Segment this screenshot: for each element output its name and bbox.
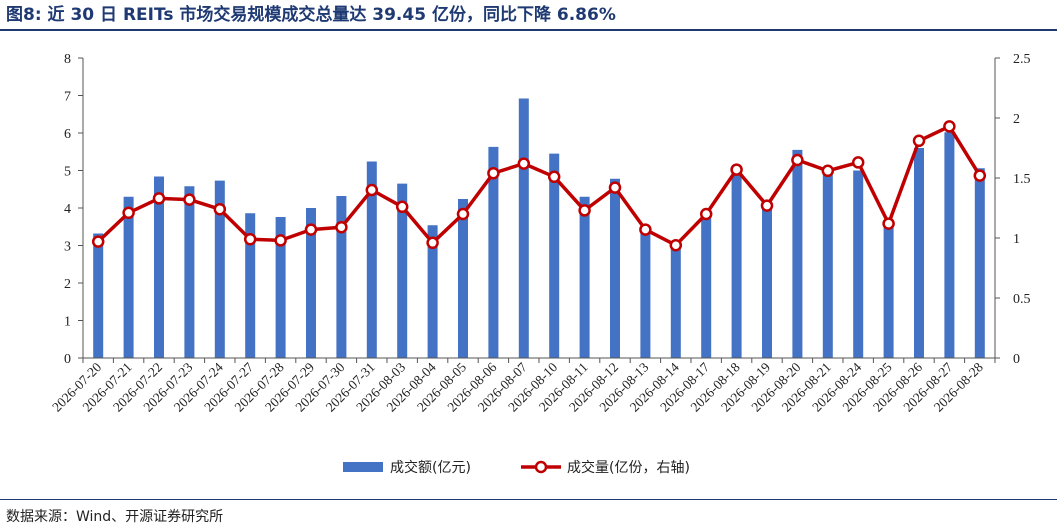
right-tick-label: 1 xyxy=(1013,232,1020,247)
volume-line xyxy=(96,124,982,247)
bar xyxy=(701,217,712,359)
bar xyxy=(397,183,408,359)
bar xyxy=(883,223,894,358)
right-tick-label: 0 xyxy=(1013,352,1020,367)
chart: 0 1 2 3 4 5 6 7 8 0 0.5 1 1.5 2 2.5 2026-07-202026-07… xyxy=(49,52,1031,476)
left-axis-ticks: 0 1 2 3 4 5 6 7 8 xyxy=(64,52,83,367)
bar xyxy=(610,178,620,358)
bar xyxy=(792,149,803,359)
bar xyxy=(731,168,742,359)
bar xyxy=(579,196,590,358)
left-tick-label: 5 xyxy=(64,165,71,180)
legend-line-label: 成交量(亿份，右轴) xyxy=(567,459,690,476)
bar xyxy=(974,168,985,358)
left-tick-label: 2 xyxy=(64,277,71,292)
line-point xyxy=(365,183,379,197)
right-axis-ticks: 0 0.5 1 1.5 2 2.5 xyxy=(995,52,1031,367)
x-axis-ticks: 2026-07-202026-07-212026-07-222026-07-23… xyxy=(49,358,996,415)
legend-line-marker xyxy=(534,460,548,474)
left-tick-label: 7 xyxy=(64,90,71,105)
line-point xyxy=(547,170,561,184)
line-point xyxy=(791,153,804,167)
line-point xyxy=(395,200,409,214)
line-point xyxy=(669,238,683,252)
right-tick-label: 0.5 xyxy=(1013,292,1031,307)
line-point xyxy=(821,164,835,178)
bottom-rule xyxy=(0,499,1057,500)
bar xyxy=(488,146,499,359)
bar xyxy=(458,199,468,358)
line-point xyxy=(851,156,865,169)
title-rule xyxy=(0,29,1057,31)
bar xyxy=(853,170,864,358)
legend: 成交额(亿元) 成交量(亿份，右轴) xyxy=(343,459,690,476)
left-tick-label: 1 xyxy=(64,315,71,330)
left-tick-label: 6 xyxy=(64,127,71,142)
bar xyxy=(427,225,438,358)
line-point xyxy=(213,202,227,216)
right-tick-label: 1.5 xyxy=(1013,172,1031,187)
line-point xyxy=(122,206,135,220)
bar xyxy=(366,161,377,358)
line-point xyxy=(973,169,987,182)
bar xyxy=(245,213,256,358)
bar xyxy=(123,196,134,358)
bar xyxy=(518,98,529,358)
bar xyxy=(336,196,347,358)
right-tick-label: 2 xyxy=(1013,112,1020,127)
bar xyxy=(822,168,833,359)
source-note: 数据来源：Wind、开源证券研究所 xyxy=(6,509,224,525)
line-point xyxy=(274,234,287,247)
bar xyxy=(762,208,772,358)
line-point xyxy=(487,166,500,180)
line-point xyxy=(639,223,652,236)
left-tick-label: 0 xyxy=(64,352,71,367)
left-tick-label: 3 xyxy=(64,240,71,255)
bar xyxy=(640,232,651,359)
line-point xyxy=(335,220,348,234)
line-point xyxy=(912,134,926,148)
bar xyxy=(93,233,104,358)
line-point xyxy=(456,207,470,221)
line-point xyxy=(943,120,956,133)
left-tick-label: 8 xyxy=(64,52,71,67)
bar xyxy=(670,248,681,358)
line-point xyxy=(243,232,257,246)
bar xyxy=(306,208,316,358)
bar xyxy=(944,132,955,358)
line-point xyxy=(304,223,318,236)
line-point xyxy=(730,163,743,176)
bar xyxy=(214,180,225,358)
bar xyxy=(154,176,164,358)
line-point xyxy=(699,207,713,221)
line-point xyxy=(91,235,105,248)
bar xyxy=(914,148,924,358)
line-point xyxy=(760,199,774,212)
legend-bar-label: 成交额(亿元) xyxy=(390,459,471,476)
line-point xyxy=(882,217,895,230)
bar xyxy=(184,186,195,358)
right-tick-label: 2.5 xyxy=(1013,52,1031,67)
bar xyxy=(549,153,560,359)
bar-series xyxy=(93,98,985,359)
line-point xyxy=(183,193,196,206)
legend-bar-swatch xyxy=(343,462,383,472)
chart-title: 图8: 近 30 日 REITs 市场交易规模成交总量达 39.45 亿份，同比… xyxy=(6,5,616,25)
left-tick-label: 4 xyxy=(64,202,71,217)
line-point xyxy=(426,236,439,250)
line-series xyxy=(91,120,987,252)
line-point xyxy=(608,181,622,194)
line-point xyxy=(517,157,531,170)
bar xyxy=(275,217,286,358)
line-point xyxy=(152,192,166,205)
line-point xyxy=(578,204,591,217)
